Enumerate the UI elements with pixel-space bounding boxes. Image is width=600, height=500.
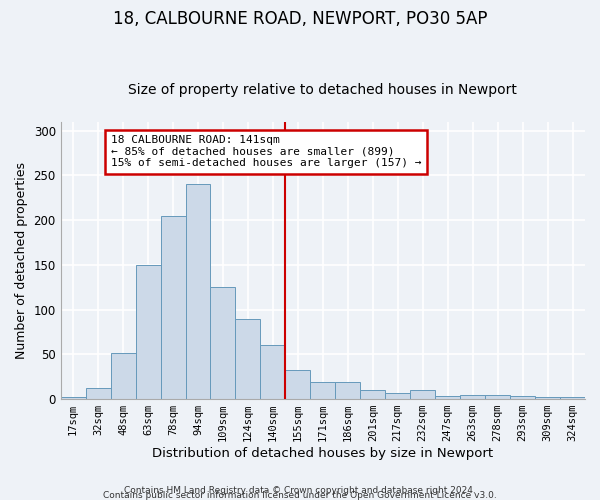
Bar xyxy=(460,394,485,399)
Bar xyxy=(335,382,360,399)
X-axis label: Distribution of detached houses by size in Newport: Distribution of detached houses by size … xyxy=(152,447,493,460)
Bar xyxy=(410,390,435,399)
Bar xyxy=(485,394,510,399)
Bar xyxy=(260,346,286,399)
Bar xyxy=(385,393,410,399)
Bar xyxy=(110,352,136,399)
Text: 18, CALBOURNE ROAD, NEWPORT, PO30 5AP: 18, CALBOURNE ROAD, NEWPORT, PO30 5AP xyxy=(113,10,487,28)
Bar xyxy=(185,184,211,399)
Bar xyxy=(310,382,335,399)
Bar xyxy=(161,216,185,399)
Bar xyxy=(61,398,86,399)
Title: Size of property relative to detached houses in Newport: Size of property relative to detached ho… xyxy=(128,83,517,97)
Text: 18 CALBOURNE ROAD: 141sqm
← 85% of detached houses are smaller (899)
15% of semi: 18 CALBOURNE ROAD: 141sqm ← 85% of detac… xyxy=(110,135,421,168)
Bar xyxy=(435,396,460,399)
Y-axis label: Number of detached properties: Number of detached properties xyxy=(15,162,28,359)
Bar xyxy=(360,390,385,399)
Bar xyxy=(560,398,585,399)
Bar xyxy=(510,396,535,399)
Bar xyxy=(286,370,310,399)
Bar xyxy=(211,288,235,399)
Bar xyxy=(136,265,161,399)
Bar xyxy=(535,398,560,399)
Bar xyxy=(86,388,110,399)
Bar xyxy=(235,318,260,399)
Text: Contains public sector information licensed under the Open Government Licence v3: Contains public sector information licen… xyxy=(103,491,497,500)
Text: Contains HM Land Registry data © Crown copyright and database right 2024.: Contains HM Land Registry data © Crown c… xyxy=(124,486,476,495)
